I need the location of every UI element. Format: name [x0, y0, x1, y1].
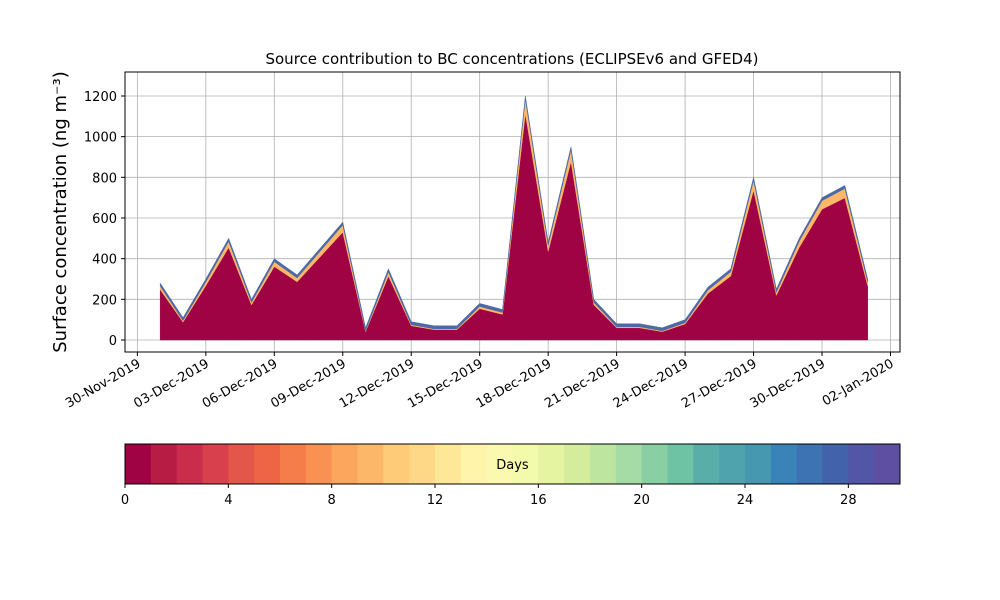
colorbar-swatch [745, 444, 772, 484]
y-tick-label: 1200 [84, 90, 117, 105]
y-tick-label: 200 [92, 293, 117, 308]
colorbar-swatch [564, 444, 591, 484]
colorbar-swatch [590, 444, 617, 484]
colorbar-swatch [280, 444, 307, 484]
colorbar-label: Days [496, 458, 529, 473]
colorbar-swatch [693, 444, 720, 484]
colorbar-swatch [615, 444, 643, 484]
y-axis-label: Surface concentration (ng m⁻³) [50, 71, 71, 353]
colorbar-swatch [435, 444, 462, 484]
y-tick-label: 600 [92, 212, 117, 227]
colorbar: Days 0 4 8 12 16 20 24 28 [121, 443, 901, 508]
y-tick-label: 400 [92, 253, 117, 268]
colorbar-swatch [254, 444, 281, 484]
colorbar-swatch [641, 444, 668, 484]
colorbar-swatch [202, 444, 229, 484]
colorbar-swatch [331, 444, 358, 484]
colorbar-tick-label: 8 [328, 493, 336, 508]
colorbar-swatch [796, 444, 823, 484]
colorbar-swatch [770, 444, 798, 484]
colorbar-swatch [150, 444, 178, 484]
colorbar-tick-label: 12 [427, 493, 444, 508]
y-tick-label: 1000 [84, 131, 117, 146]
colorbar-swatch [667, 444, 694, 484]
colorbar-tick-label: 0 [121, 493, 129, 508]
chart-title: Source contribution to BC concentrations… [265, 50, 758, 68]
area-layer [159, 95, 868, 332]
colorbar-swatch [486, 444, 513, 484]
colorbar-tick-label: 24 [737, 493, 754, 508]
colorbar-tick-label: 4 [224, 493, 232, 508]
colorbar-swatch [125, 444, 152, 484]
y-tick-label: 800 [92, 171, 117, 186]
colorbar-swatch [460, 444, 488, 484]
colorbar-swatch [383, 444, 410, 484]
colorbar-swatch [176, 444, 203, 484]
colorbar-swatch [822, 444, 849, 484]
colorbar-swatch [538, 444, 565, 484]
colorbar-swatch [874, 444, 901, 484]
colorbar-swatch [409, 444, 436, 484]
colorbar-tick-label: 20 [633, 493, 650, 508]
colorbar-swatch [512, 444, 539, 484]
colorbar-swatch [357, 444, 384, 484]
colorbar-tick-label: 28 [840, 493, 857, 508]
plot-frame [124, 71, 901, 353]
colorbar-swatch [848, 444, 875, 484]
colorbar-swatch [719, 444, 746, 484]
colorbar-swatch [228, 444, 255, 484]
colorbar-frame [124, 443, 901, 485]
colorbar-tick-label: 16 [530, 493, 547, 508]
y-tick-label: 0 [109, 334, 117, 349]
colorbar-swatch [305, 444, 333, 484]
